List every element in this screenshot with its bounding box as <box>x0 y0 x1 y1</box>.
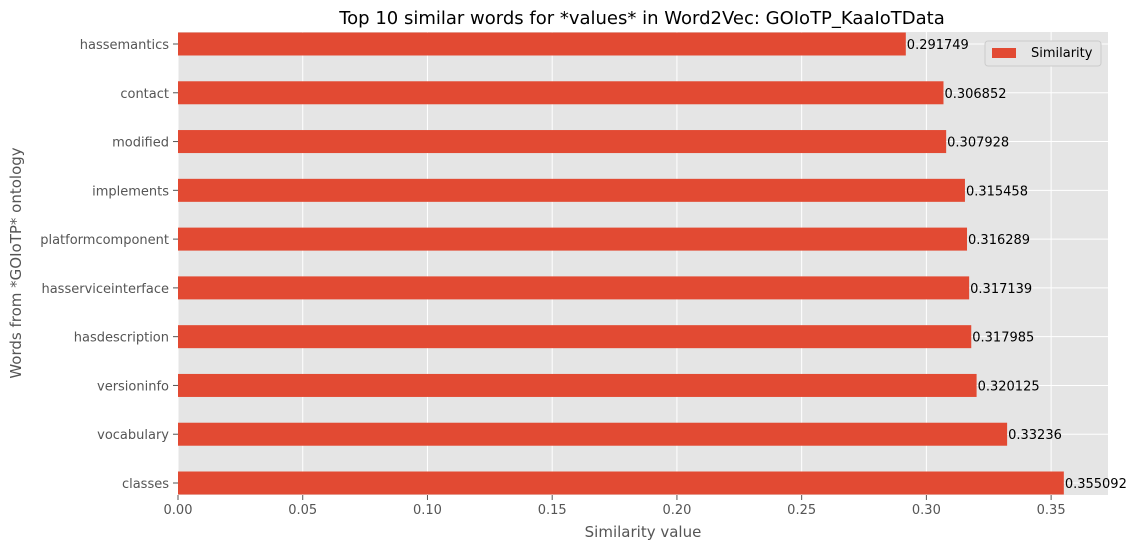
bar-value-labels: 0.355092 0.33236 0.320125 0.317985 0.317139 0… <box>907 38 1127 492</box>
y-tick-label: hassemantics <box>80 38 169 53</box>
legend-label: Similarity <box>1031 46 1093 61</box>
y-tick-label: hasdescription <box>74 331 169 346</box>
bar-value-label: 0.315458 <box>966 184 1028 199</box>
bar-value-label: 0.33236 <box>1008 428 1062 443</box>
x-tick-label: 0.25 <box>787 503 816 518</box>
bars <box>178 32 1064 495</box>
y-tick-label: modified <box>112 136 169 151</box>
y-tick-label: versioninfo <box>97 379 169 394</box>
y-tick-labels: classes vocabulary versioninfo hasdescripti… <box>40 38 178 492</box>
y-tick-label: classes <box>122 477 169 492</box>
bar-value-label: 0.316289 <box>968 233 1030 248</box>
x-tick-label: 0.00 <box>164 503 193 518</box>
x-tick-label: 0.35 <box>1037 503 1066 518</box>
x-tick-label: 0.30 <box>912 503 941 518</box>
x-tick-label: 0.05 <box>288 503 317 518</box>
plot-area <box>178 32 1108 495</box>
y-tick-label: hasserviceinterface <box>41 282 169 297</box>
bar <box>178 130 947 154</box>
bar <box>178 325 972 349</box>
x-tick-label: 0.10 <box>413 503 442 518</box>
bar <box>178 81 944 105</box>
bar-value-label: 0.320125 <box>978 379 1040 394</box>
bar <box>178 227 968 251</box>
bar-value-label: 0.307928 <box>947 136 1009 151</box>
bar <box>178 178 965 202</box>
bar <box>178 276 970 300</box>
y-tick-label: contact <box>120 87 169 102</box>
legend-swatch <box>992 48 1016 58</box>
x-tick-labels: 0.00 0.05 0.10 0.15 0.20 0.25 0.30 0.35 <box>164 495 1066 518</box>
y-axis-label: Words from *GOIoTP* ontology <box>7 147 25 378</box>
chart-title: Top 10 similar words for *values* in Wor… <box>338 8 945 29</box>
x-tick-label: 0.15 <box>538 503 567 518</box>
bar <box>178 32 906 56</box>
y-tick-label: implements <box>92 184 169 199</box>
legend-box <box>984 40 1102 67</box>
bar-value-label: 0.306852 <box>944 87 1006 102</box>
bar <box>178 373 977 397</box>
bar-value-label: 0.355092 <box>1065 477 1127 492</box>
bar-value-label: 0.317139 <box>970 282 1032 297</box>
bar-value-label: 0.317985 <box>972 331 1034 346</box>
y-tick-label: vocabulary <box>97 428 169 443</box>
x-tick-label: 0.20 <box>662 503 691 518</box>
y-tick-label: platformcomponent <box>40 233 169 248</box>
bar <box>178 471 1064 495</box>
bar-value-label: 0.291749 <box>907 38 969 53</box>
legend: Similarity <box>984 40 1102 67</box>
bar <box>178 422 1008 446</box>
x-axis-label: Similarity value <box>585 523 702 541</box>
